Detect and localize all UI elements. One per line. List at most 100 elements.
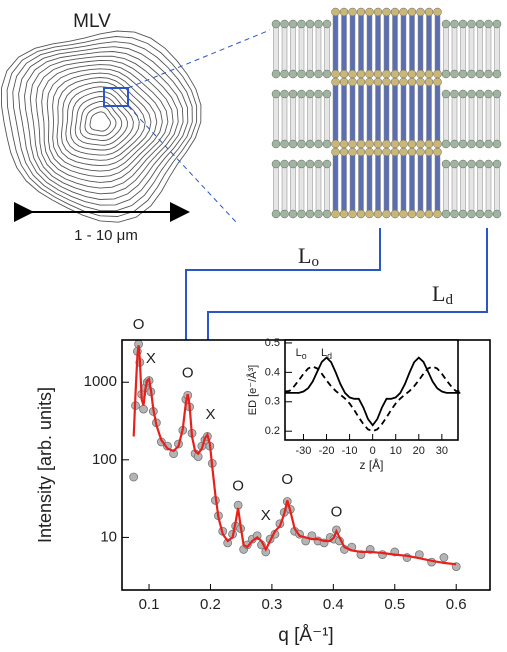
lipid-tails — [332, 11, 339, 75]
lipid-head — [475, 89, 485, 99]
lipid-head — [339, 147, 349, 157]
lipid-tails — [460, 163, 466, 215]
lipid-head — [331, 139, 340, 149]
annotation-text: X — [146, 350, 156, 367]
y-tick-label: 10 — [100, 528, 117, 545]
lipid-head — [424, 77, 434, 87]
lipid-head — [365, 209, 374, 219]
lipid-head — [271, 209, 281, 219]
lipid-head — [305, 159, 315, 169]
lipid-head — [280, 89, 289, 99]
lipid-tails — [332, 81, 339, 145]
ld-label: Ld — [432, 281, 453, 308]
lipid-tails — [426, 151, 432, 215]
lipid-head — [322, 209, 332, 219]
lipid-tails — [341, 151, 347, 215]
lipid-head — [348, 69, 357, 79]
lipid-tails — [290, 23, 296, 75]
lipid-head — [322, 69, 332, 79]
lipid-tails — [307, 23, 313, 75]
annotation: O — [281, 471, 293, 488]
lipid-tails — [468, 23, 475, 75]
annotation: Lo — [296, 347, 307, 361]
lipid-tails — [460, 23, 466, 75]
lipid-head — [484, 19, 493, 29]
lipid-tails — [494, 23, 500, 75]
lipid-tails — [349, 151, 356, 215]
lipid-head — [467, 159, 476, 169]
lipid-tails — [290, 163, 296, 215]
ring — [84, 106, 117, 137]
annotation-sub: o — [302, 352, 307, 362]
lipid-head — [373, 77, 383, 87]
lipid-head — [407, 147, 417, 157]
lipid-head — [348, 147, 357, 157]
lipid-head — [399, 7, 408, 17]
lipid-head — [356, 77, 366, 87]
lipid-tails — [409, 151, 415, 215]
x-tick-label: 30 — [436, 445, 448, 457]
lipid-head — [484, 159, 493, 169]
lipid-head — [382, 69, 391, 79]
lipid-head — [441, 139, 451, 149]
lipid-head — [314, 159, 323, 169]
annotation: O — [133, 316, 145, 333]
ring — [89, 111, 111, 132]
lipid-tails — [485, 93, 492, 145]
lipid-tails — [366, 81, 373, 145]
lipid-head — [356, 209, 366, 219]
annotation: O — [232, 478, 244, 495]
x-tick-label: 0.2 — [200, 596, 221, 613]
annotation-text: O — [281, 471, 293, 488]
lipid-head — [348, 209, 357, 219]
lipid-head — [399, 139, 408, 149]
lipid-head — [297, 19, 306, 29]
lipid-head — [467, 209, 476, 219]
lipid-head — [314, 209, 323, 219]
lipid-head — [416, 139, 425, 149]
lipid-head — [399, 209, 408, 219]
annotation-text: O — [133, 316, 145, 333]
lipid-head — [492, 19, 502, 29]
lipid-head — [450, 209, 459, 219]
lipid-tails — [281, 163, 288, 215]
lipid-head — [339, 209, 349, 219]
lipid-head — [305, 89, 315, 99]
zoom-box — [103, 87, 129, 107]
x-tick-label: 10 — [390, 445, 402, 457]
lipid-tails — [307, 163, 313, 215]
lipid-head — [297, 89, 306, 99]
y-tick-label: 1000 — [84, 373, 117, 390]
lipid-tails — [366, 151, 373, 215]
lipid-head — [305, 209, 315, 219]
lipid-head — [492, 209, 502, 219]
lipid-tails — [324, 163, 330, 215]
lipid-tails — [315, 23, 322, 75]
lipid-tails — [460, 93, 466, 145]
lipid-head — [407, 209, 417, 219]
lipid-tails — [341, 81, 347, 145]
lipid-head — [365, 7, 374, 17]
lipid-head — [288, 159, 298, 169]
lipid-head — [458, 19, 468, 29]
annotation: O — [182, 364, 194, 381]
lipid-tails — [468, 93, 475, 145]
lipid-head — [441, 209, 451, 219]
lipid-tails — [307, 93, 313, 145]
lipid-head — [280, 159, 289, 169]
annotation-text: O — [182, 364, 194, 381]
zoom-line — [127, 29, 271, 89]
lipid-head — [322, 139, 332, 149]
annotation-text: L — [321, 347, 327, 359]
lipid-tails — [366, 11, 373, 75]
lipid-head — [458, 209, 468, 219]
lipid-tails — [417, 151, 424, 215]
bilayer-diagram — [271, 7, 502, 219]
lipid-tails — [383, 151, 390, 215]
lo-label-main: L — [298, 243, 311, 268]
lipid-tails — [494, 93, 500, 145]
annotation-text: O — [331, 503, 343, 520]
lipid-head — [433, 139, 442, 149]
lipid-tails — [341, 11, 347, 75]
ring — [74, 96, 128, 146]
